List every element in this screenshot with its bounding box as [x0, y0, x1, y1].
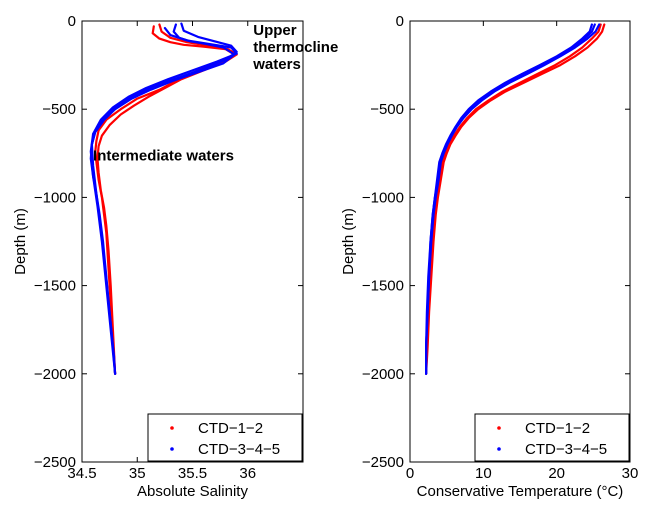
salinity-xtick-label: 34.5: [67, 465, 96, 482]
salinity-legend-marker-1: [170, 447, 174, 451]
salinity-ytick-label: −500: [42, 101, 76, 118]
temperature-ytick-label: −500: [370, 101, 404, 118]
salinity-ytick-label: −2000: [34, 366, 76, 383]
temperature-ytick-label: −2500: [362, 454, 404, 471]
temperature-legend-label-1: CTD−3−4−5: [525, 441, 607, 458]
salinity-series-1-profile-2: [90, 22, 238, 375]
temperature-series-0-profile-1: [425, 23, 602, 375]
salinity-annotation-1: Intermediate waters: [93, 147, 234, 164]
temperature-legend: CTD−1−2 CTD−3−4−5: [474, 413, 630, 462]
temperature-legend-marker-1: [497, 447, 501, 451]
salinity-annotation-line: thermocline: [253, 39, 338, 56]
temperature-xtick-label: 20: [548, 465, 565, 482]
temperature-series-1-profile-2: [425, 23, 594, 375]
salinity-xtick-label: 36: [239, 465, 256, 482]
temperature-ytick-label: −1500: [362, 278, 404, 295]
temperature-legend-marker-0: [497, 426, 501, 430]
salinity-annotation-line: Intermediate waters: [93, 147, 234, 164]
salinity-ytick-label: −1000: [34, 189, 76, 206]
temperature-xtick-label: 0: [406, 465, 414, 482]
temperature-ytick-label: −2000: [362, 366, 404, 383]
temperature-legend-label-0: CTD−1−2: [525, 420, 590, 437]
salinity-x-axis-label: Absolute Salinity: [137, 483, 248, 500]
temperature-x-axis-label: Conservative Temperature (°C): [417, 483, 624, 500]
salinity-legend-label-0: CTD−1−2: [198, 420, 263, 437]
temperature-ytick-label: 0: [396, 13, 404, 30]
salinity-legend-label-1: CTD−3−4−5: [198, 441, 280, 458]
temperature-xtick-label: 30: [622, 465, 639, 482]
salinity-legend-marker-0: [170, 426, 174, 430]
salinity-legend: CTD−1−2 CTD−3−4−5: [147, 413, 303, 462]
temperature-ytick-label: −1000: [362, 189, 404, 206]
temperature-y-axis-label: Depth (m): [340, 208, 357, 275]
temperature-series-1-profile-0: [425, 23, 601, 375]
salinity-legend-box: [147, 413, 303, 462]
temperature-series-1-profile-1: [425, 23, 596, 375]
salinity-y-axis-label: Depth (m): [12, 208, 29, 275]
salinity-axes-frame: [81, 20, 304, 463]
salinity-xtick-label: 35.5: [178, 465, 207, 482]
salinity-ytick-label: 0: [68, 13, 76, 30]
salinity-annotation-line: waters: [252, 56, 301, 73]
temperature-xtick-label: 10: [475, 465, 492, 482]
salinity-ytick-label: −2500: [34, 454, 76, 471]
salinity-series-0-profile-1: [96, 23, 238, 375]
temperature-axes-frame: [409, 20, 631, 463]
salinity-series-0-profile-0: [94, 25, 236, 375]
salinity-xtick-label: 35: [129, 465, 146, 482]
salinity-annotation-0: Upper thermocline waters: [252, 22, 338, 73]
salinity-annotation-line: Upper: [253, 22, 297, 39]
salinity-ytick-label: −1500: [34, 278, 76, 295]
temperature-legend-box: [474, 413, 630, 462]
